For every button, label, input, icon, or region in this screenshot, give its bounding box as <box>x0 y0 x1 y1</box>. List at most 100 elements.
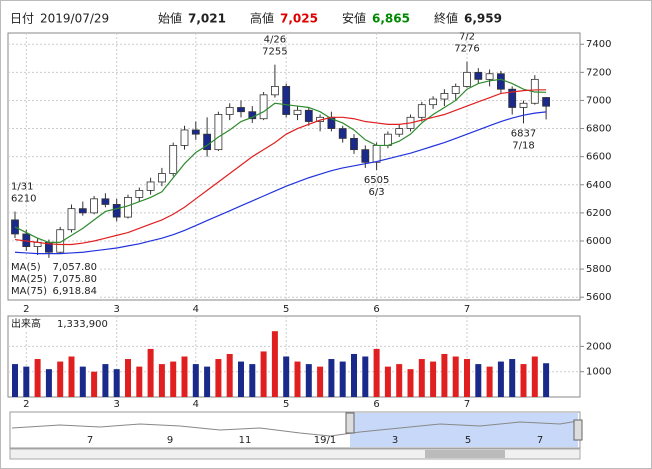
annotation-value: 6505 <box>364 175 389 186</box>
candle-body <box>496 73 505 90</box>
y-tick-label: 7000 <box>586 95 611 106</box>
navigator-label: 11 <box>239 435 252 446</box>
volume-bar <box>384 366 391 397</box>
volume-bar <box>543 363 550 397</box>
x-tick-label: 5 <box>283 399 289 410</box>
candle-body <box>293 109 302 115</box>
y-tick-label: 5600 <box>586 292 611 303</box>
volume-bar <box>34 359 41 397</box>
date: 2019/07/29 <box>40 12 109 26</box>
volume-bar <box>520 364 527 397</box>
candle-body <box>440 93 449 100</box>
candle-body <box>56 229 65 253</box>
legend-value: 6,918.84 <box>52 286 97 297</box>
volume-bar <box>509 359 516 397</box>
candle-body <box>124 197 132 218</box>
legend-value: 7,057.80 <box>52 262 97 273</box>
volume-bar <box>125 359 131 397</box>
candle-body <box>101 198 110 205</box>
volume-bar <box>215 359 222 397</box>
volume-title: 出来高 <box>11 317 41 330</box>
y-tick-label: 6600 <box>586 152 611 163</box>
candle-body <box>463 71 471 87</box>
volume-bar <box>181 356 188 397</box>
volume-bar <box>430 361 437 397</box>
scrollbar[interactable] <box>9 448 581 460</box>
volume-bar <box>204 366 211 397</box>
legend-name: MA(25) <box>11 274 47 285</box>
candle-body <box>474 71 483 80</box>
volume-bar <box>441 353 448 397</box>
x-tick-label: 3 <box>114 304 120 315</box>
navigator-handle[interactable] <box>573 419 583 441</box>
y-tick-label: 7400 <box>586 39 611 50</box>
navigator-handle[interactable] <box>345 412 355 434</box>
legend-name: MA(5) <box>11 262 41 273</box>
legend-value: 7,075.80 <box>52 274 97 285</box>
candle-body <box>383 133 392 146</box>
candle-body <box>135 189 144 198</box>
volume-bar <box>147 348 154 397</box>
annotation-value: 6837 <box>511 128 536 139</box>
high: 7,025 <box>280 12 318 26</box>
candle-body <box>542 97 550 107</box>
annotation-date: 7/18 <box>512 140 534 151</box>
volume-bar <box>464 359 470 397</box>
annotation-value: 6210 <box>11 193 36 204</box>
volume-bar <box>113 369 120 397</box>
open: 7,021 <box>188 12 226 26</box>
candle-body <box>11 219 19 235</box>
candle-body <box>259 94 268 120</box>
volume-bar <box>531 356 538 397</box>
volume-bar <box>407 369 414 397</box>
volume-bar <box>192 364 199 397</box>
x-tick-label: 5 <box>283 304 289 315</box>
volume-bar <box>91 371 98 397</box>
y-tick-label: 7200 <box>586 67 611 78</box>
volume-bar <box>79 366 86 397</box>
legend <box>9 260 99 299</box>
volume-bar <box>305 364 312 397</box>
volume-bar <box>57 361 64 397</box>
volume-bar <box>418 359 425 397</box>
volume-bar <box>23 366 30 397</box>
candle-body <box>169 145 178 174</box>
ma-line <box>14 78 547 243</box>
low: 6,865 <box>372 12 410 26</box>
volume-current: 1,333,900 <box>57 319 108 330</box>
volume-bar <box>238 361 244 397</box>
volume-bar <box>45 369 52 397</box>
annotation-value: 7276 <box>454 44 479 55</box>
candle-body <box>78 208 87 214</box>
candle-body <box>214 114 223 151</box>
candle-body <box>451 86 460 94</box>
y-tick-label: 5800 <box>586 264 611 275</box>
navigator-label: 19/1 <box>314 435 336 446</box>
annotation-date: 6/3 <box>369 187 385 198</box>
annotation-value: 7255 <box>262 47 287 58</box>
candle-body <box>361 149 370 163</box>
ma-line <box>14 111 547 255</box>
y-tick-label: 6000 <box>586 236 611 247</box>
candle-body <box>237 107 245 113</box>
volume-bar <box>271 331 278 397</box>
x-tick-label: 2 <box>23 304 29 315</box>
y-tick-label: 6400 <box>586 180 611 191</box>
y-tick-label: 6200 <box>586 208 611 219</box>
navigator-selection <box>350 413 578 447</box>
scrollbar-thumb[interactable] <box>425 450 505 458</box>
volume-bar <box>294 361 301 397</box>
y-tick-label: 2000 <box>586 341 611 352</box>
candle-body <box>203 133 212 151</box>
volume-bar <box>68 356 75 397</box>
volume-bar <box>362 356 369 397</box>
candle-body <box>485 73 494 80</box>
y-tick-label: 1000 <box>586 367 611 378</box>
volume-bar <box>452 356 459 397</box>
volume-bar <box>136 366 143 397</box>
close: 6,959 <box>464 12 502 26</box>
candle-body <box>225 107 234 115</box>
volume-bar <box>328 359 335 397</box>
